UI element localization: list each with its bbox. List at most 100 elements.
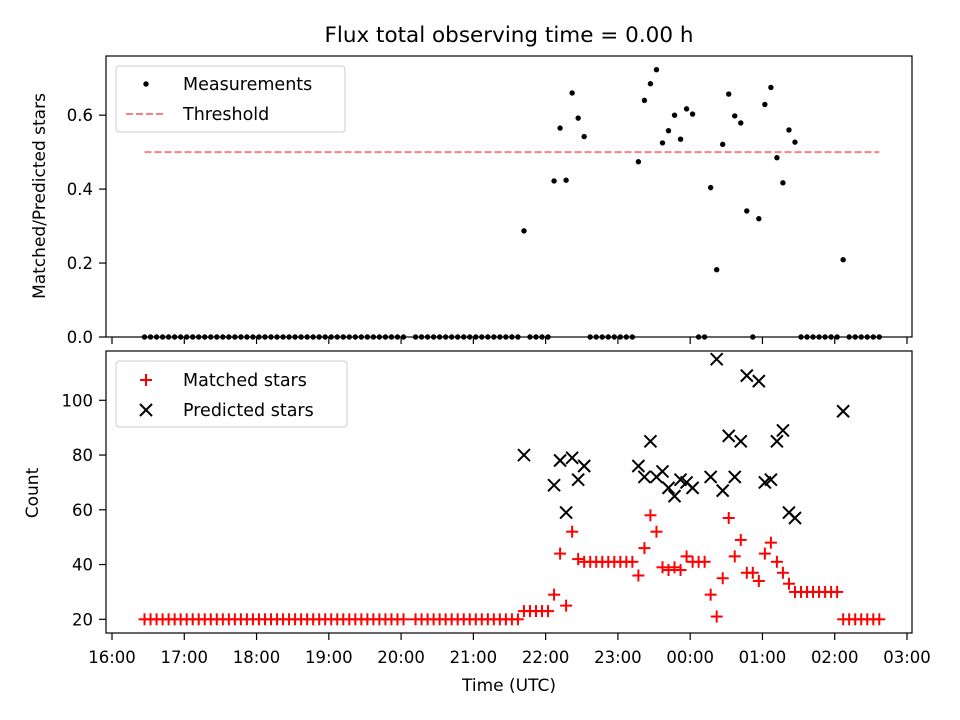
predicted-point bbox=[776, 423, 790, 438]
bottom-y-tick-label: 80 bbox=[72, 446, 93, 465]
matched-point bbox=[548, 588, 561, 601]
measurement-point bbox=[665, 127, 672, 134]
matched-point bbox=[758, 547, 771, 560]
bottom-y-tick-label: 20 bbox=[72, 610, 93, 629]
x-tick-label: 02:00 bbox=[811, 648, 859, 667]
legend-matched-marker bbox=[140, 374, 152, 386]
matched-point bbox=[656, 561, 669, 574]
matched-point bbox=[770, 555, 783, 568]
matched-point bbox=[644, 509, 657, 522]
measurement-point bbox=[581, 133, 587, 140]
measurement-point bbox=[744, 208, 750, 214]
matched-points bbox=[138, 509, 886, 626]
measurement-point bbox=[575, 115, 581, 121]
bottom-legend-box bbox=[115, 360, 348, 428]
matched-point bbox=[397, 613, 410, 626]
measurement-point bbox=[563, 177, 569, 183]
matched-point bbox=[566, 525, 579, 538]
predicted-point bbox=[631, 459, 646, 473]
predicted-point bbox=[715, 483, 730, 498]
predicted-point bbox=[728, 470, 742, 484]
predicted-point bbox=[836, 404, 850, 418]
top-y-tick-label: 0.6 bbox=[67, 106, 93, 125]
measurement-point bbox=[647, 81, 654, 87]
chart-title: Flux total observing time = 0.00 h bbox=[325, 23, 694, 48]
measurement-point bbox=[689, 111, 696, 117]
matched-point bbox=[638, 542, 651, 555]
matched-point bbox=[626, 555, 639, 568]
legend-predicted-label: Predicted stars bbox=[183, 401, 314, 421]
legend-measurements-marker bbox=[143, 81, 149, 87]
matched-point bbox=[776, 566, 789, 579]
matched-point bbox=[722, 512, 735, 525]
predicted-point bbox=[559, 505, 573, 520]
bottom-x-ticks: 16:00 17:00 18:00 19:00 20:00 21:00 22:00 23:00… bbox=[88, 633, 931, 667]
top-plot-frame bbox=[105, 55, 913, 338]
measurement-point bbox=[792, 139, 798, 145]
measurement-point bbox=[677, 136, 684, 142]
measurement-point bbox=[659, 140, 666, 146]
measurement-point bbox=[683, 106, 690, 112]
x-tick-label: 00:00 bbox=[666, 648, 714, 667]
top-y-tick-label: 0.4 bbox=[67, 180, 93, 199]
bottom-plot-frame bbox=[105, 350, 913, 634]
bottom-panel: 20 40 60 80 100 16:00 17:00 18:00 19:00 20:00 21:… bbox=[23, 350, 931, 696]
top-y-ticks: 0.0 0.2 0.4 0.6 bbox=[67, 106, 106, 347]
measurement-point bbox=[738, 120, 744, 126]
predicted-point bbox=[685, 481, 700, 495]
measurement-point bbox=[726, 91, 732, 97]
measurement-point bbox=[635, 159, 642, 165]
matched-point bbox=[728, 550, 741, 563]
matched-point bbox=[680, 550, 693, 563]
bottom-legend: Matched stars Predicted stars bbox=[115, 360, 348, 428]
bottom-y-tick-label: 40 bbox=[72, 556, 93, 575]
bottom-y-tick-label: 60 bbox=[72, 501, 93, 520]
matched-point bbox=[734, 533, 747, 546]
matched-point bbox=[632, 569, 645, 582]
legend-predicted-marker bbox=[139, 403, 153, 417]
matched-point bbox=[542, 605, 555, 618]
matched-point bbox=[782, 577, 795, 590]
legend-measurements-label: Measurements bbox=[183, 75, 312, 95]
measurement-point bbox=[762, 101, 768, 108]
matched-point bbox=[704, 588, 717, 601]
matched-point bbox=[560, 599, 573, 612]
measurement-point bbox=[653, 66, 660, 73]
matched-point bbox=[668, 561, 681, 574]
matched-point bbox=[674, 564, 687, 577]
x-tick-label: 17:00 bbox=[160, 648, 208, 667]
x-tick-label: 16:00 bbox=[88, 648, 136, 667]
predicted-point bbox=[517, 448, 531, 462]
matched-point bbox=[554, 547, 567, 560]
predicted-point bbox=[752, 374, 766, 388]
x-tick-label: 03:00 bbox=[883, 648, 931, 667]
measurement-point bbox=[557, 125, 563, 131]
top-y-tick-label: 0.0 bbox=[67, 328, 93, 347]
bottom-y-tick-label: 100 bbox=[62, 391, 94, 410]
matched-point bbox=[831, 585, 844, 598]
measurement-point bbox=[713, 267, 720, 273]
predicted-point bbox=[547, 478, 561, 492]
measurement-point bbox=[641, 97, 648, 104]
x-tick-label: 22:00 bbox=[522, 648, 570, 667]
measurement-point bbox=[521, 228, 527, 234]
matched-point bbox=[511, 613, 524, 626]
x-tick-label: 19:00 bbox=[305, 648, 353, 667]
matched-point bbox=[752, 574, 765, 587]
predicted-point bbox=[553, 453, 567, 468]
top-panel: 0.0 0.2 0.4 0.6 Matched/Predicted stars Mea… bbox=[30, 55, 913, 347]
predicted-point bbox=[637, 470, 652, 484]
bottom-y-axis-label: Count bbox=[23, 467, 43, 518]
measurement-point bbox=[569, 90, 575, 96]
measurement-point bbox=[756, 215, 762, 222]
top-legend-box bbox=[115, 65, 346, 133]
matched-point bbox=[873, 613, 886, 626]
x-tick-label: 20:00 bbox=[377, 648, 425, 667]
matched-point bbox=[746, 566, 759, 579]
matched-point bbox=[572, 553, 585, 566]
measurement-point bbox=[551, 178, 557, 184]
measurement-point bbox=[720, 141, 726, 148]
x-axis-label: Time (UTC) bbox=[461, 676, 556, 696]
x-tick-label: 23:00 bbox=[594, 648, 642, 667]
